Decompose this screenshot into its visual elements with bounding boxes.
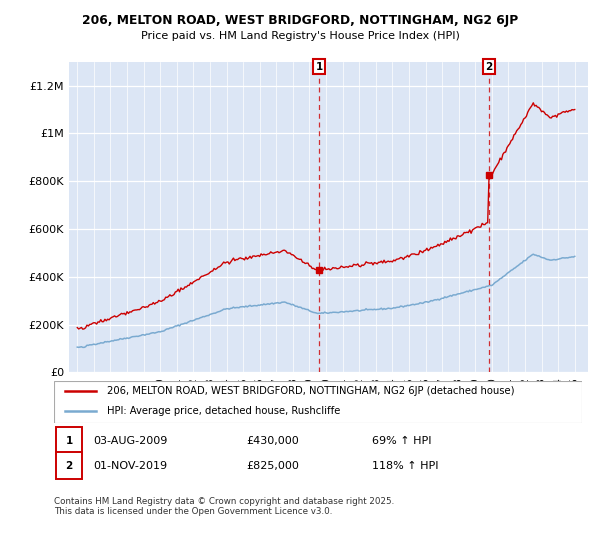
Text: 69% ↑ HPI: 69% ↑ HPI <box>372 436 431 446</box>
Text: 03-AUG-2009: 03-AUG-2009 <box>93 436 167 446</box>
FancyBboxPatch shape <box>56 427 82 454</box>
Text: 1: 1 <box>65 436 73 446</box>
Text: 1: 1 <box>316 62 323 72</box>
FancyBboxPatch shape <box>56 452 82 479</box>
Text: 2: 2 <box>485 62 493 72</box>
Text: 206, MELTON ROAD, WEST BRIDGFORD, NOTTINGHAM, NG2 6JP: 206, MELTON ROAD, WEST BRIDGFORD, NOTTIN… <box>82 14 518 27</box>
Text: £430,000: £430,000 <box>246 436 299 446</box>
Text: Contains HM Land Registry data © Crown copyright and database right 2025.
This d: Contains HM Land Registry data © Crown c… <box>54 497 394 516</box>
Text: 2: 2 <box>65 461 73 471</box>
Text: Price paid vs. HM Land Registry's House Price Index (HPI): Price paid vs. HM Land Registry's House … <box>140 31 460 41</box>
Text: 206, MELTON ROAD, WEST BRIDGFORD, NOTTINGHAM, NG2 6JP (detached house): 206, MELTON ROAD, WEST BRIDGFORD, NOTTIN… <box>107 386 514 396</box>
Text: £825,000: £825,000 <box>246 461 299 471</box>
FancyBboxPatch shape <box>54 381 582 423</box>
Text: HPI: Average price, detached house, Rushcliffe: HPI: Average price, detached house, Rush… <box>107 406 340 416</box>
Text: 01-NOV-2019: 01-NOV-2019 <box>93 461 167 471</box>
Text: 118% ↑ HPI: 118% ↑ HPI <box>372 461 439 471</box>
